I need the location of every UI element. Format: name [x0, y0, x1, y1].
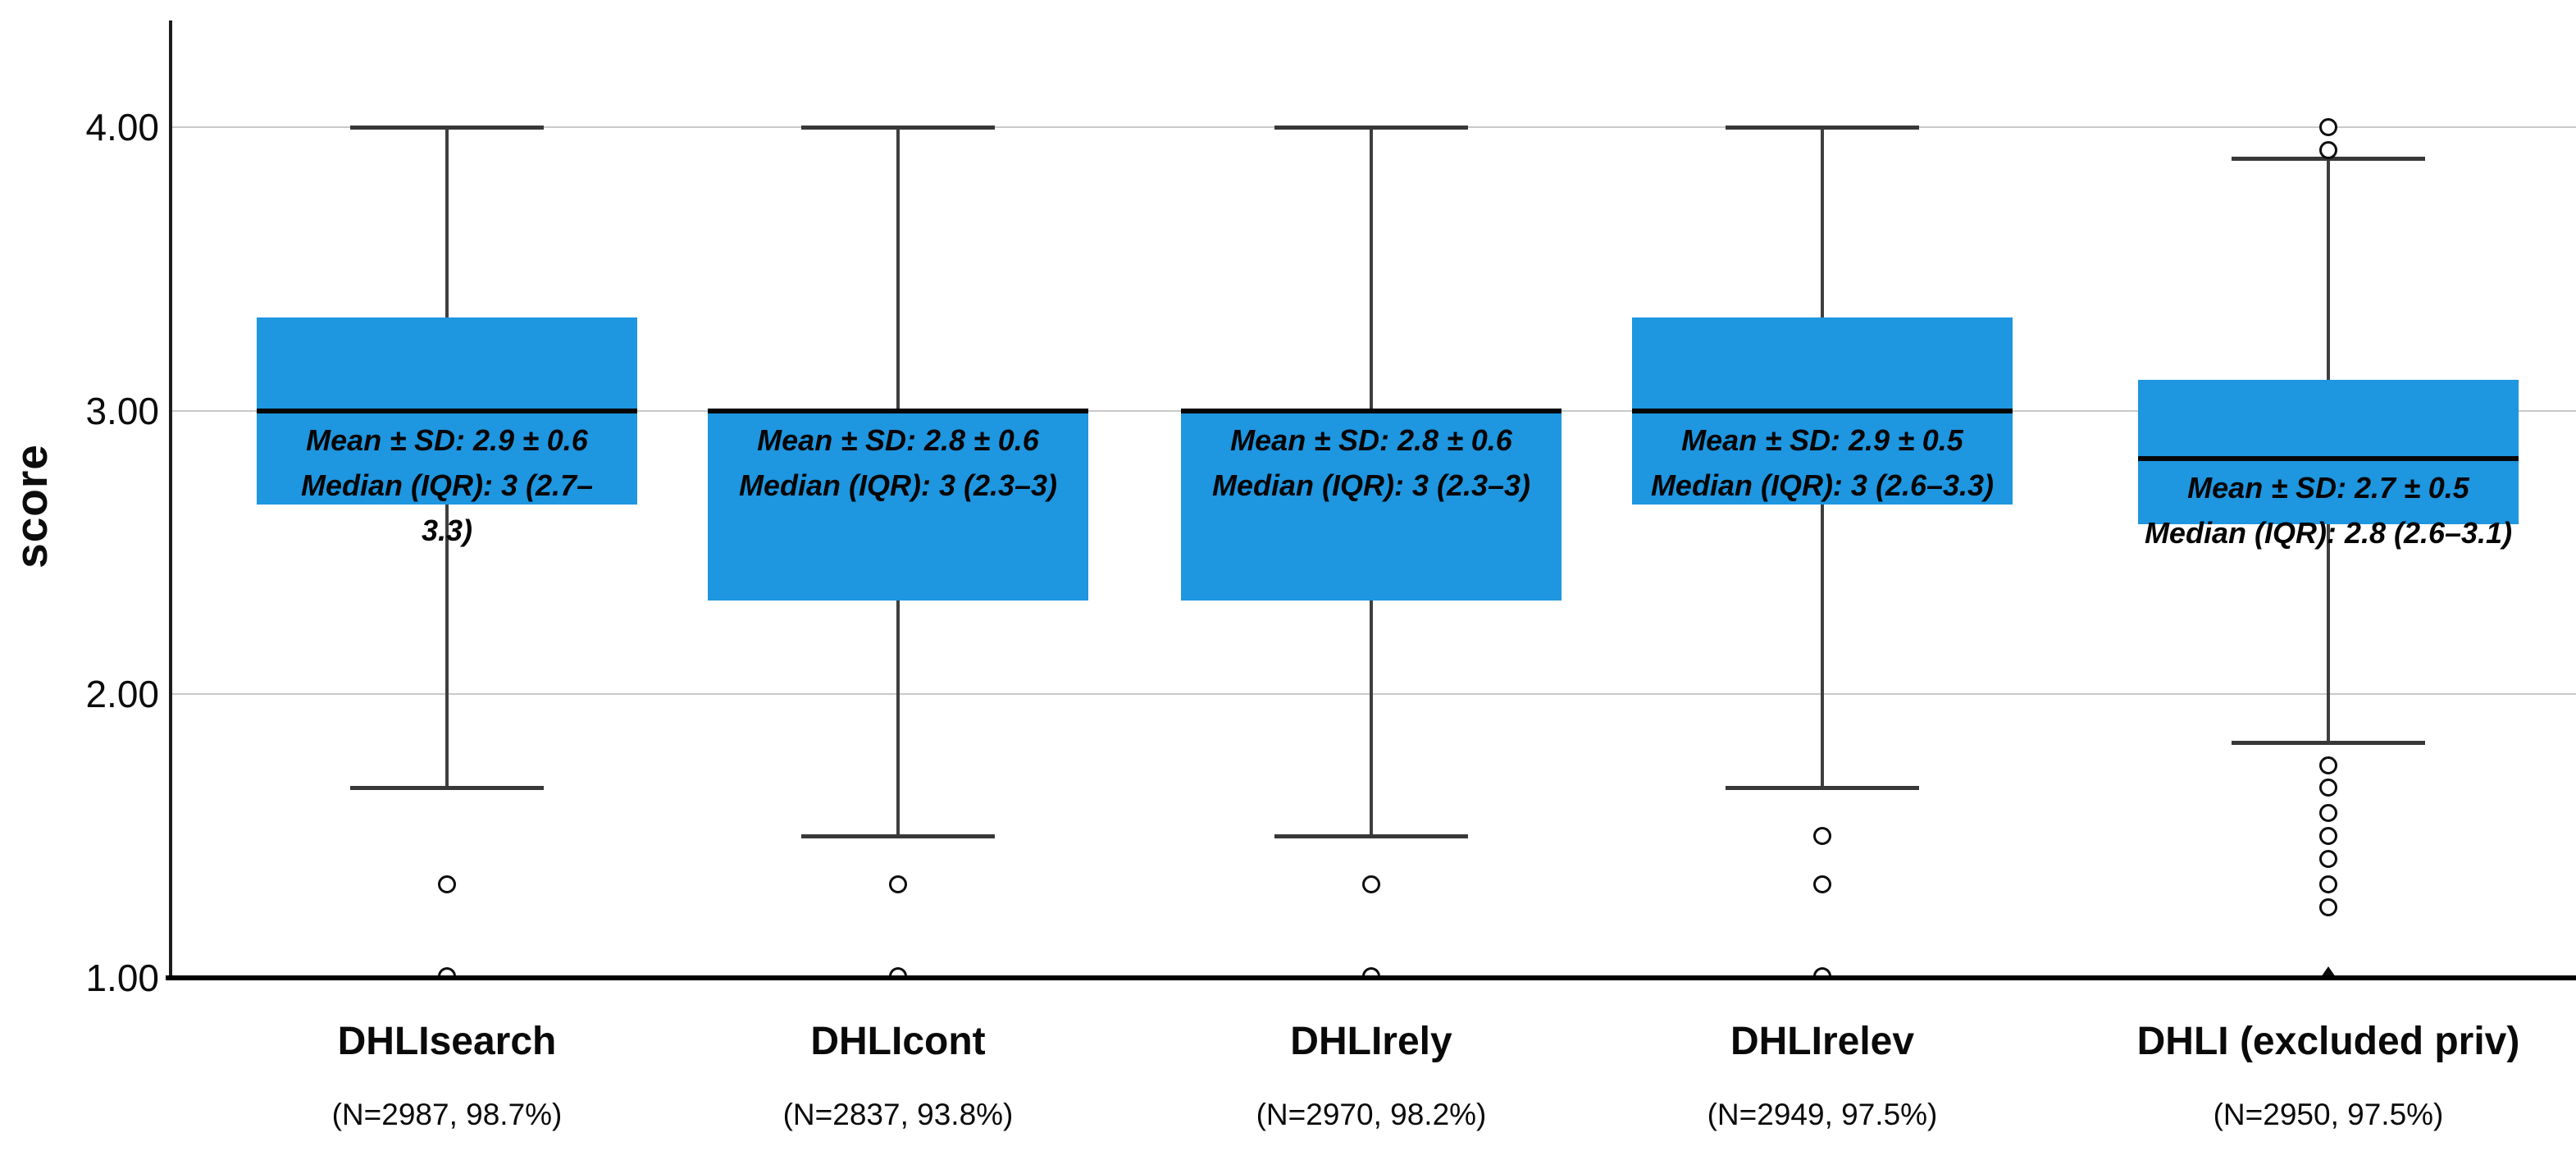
lower-whisker-line — [1370, 601, 1373, 837]
outlier-circle — [889, 875, 907, 893]
outlier-circle — [1813, 875, 1831, 893]
category-n-label: (N=2950, 97.5%) — [2213, 1098, 2444, 1131]
box-annotation-line: Mean ± SD: 2.9 ± 0.6 — [306, 422, 588, 457]
upper-whisker-cap — [1726, 125, 1919, 130]
outlier-circle — [2319, 804, 2337, 823]
outlier-circle — [2319, 756, 2337, 774]
lower-whisker-cap — [1726, 786, 1919, 791]
lower-whisker-line — [896, 601, 900, 837]
upper-whisker-line — [896, 126, 900, 411]
outlier-circle — [2319, 897, 2337, 916]
axis-outlier-circle — [1813, 967, 1831, 978]
y-tick-label: 3.00 — [85, 389, 159, 432]
outlier-circle — [1362, 875, 1380, 893]
category-n-label: (N=2837, 93.8%) — [782, 1098, 1014, 1131]
upper-whisker-cap — [1274, 125, 1468, 130]
box-annotation-line: Median (IQR): 2.8 (2.6–3.1) — [2144, 516, 2513, 550]
upper-whisker-line — [2327, 158, 2330, 380]
category-n-label: (N=2970, 98.2%) — [1256, 1098, 1487, 1131]
outlier-circle — [2319, 117, 2337, 136]
lower-whisker-cap — [1274, 834, 1468, 839]
axis-extreme-marker — [2321, 966, 2336, 977]
category-label: DHLIcont — [810, 1020, 986, 1063]
axis-outlier-circle — [889, 967, 907, 978]
box-annotation-line: Median (IQR): 3 (2.7– — [300, 468, 594, 502]
y-tick-label: 1.00 — [85, 957, 159, 999]
y-axis-line — [169, 21, 172, 980]
lower-whisker-line — [1821, 504, 1824, 788]
upper-whisker-line — [1821, 126, 1824, 317]
category-label: DHLIsearch — [337, 1020, 557, 1063]
outlier-circle — [2319, 779, 2337, 797]
axis-outlier-circle — [438, 967, 456, 978]
lower-whisker-line — [445, 504, 449, 788]
box-annotation: Mean ± SD: 2.9 ± 0.6 Median (IQR): 3 (2.7… — [152, 418, 742, 553]
y-tick-label: 4.00 — [85, 105, 159, 148]
box-annotation: Mean ± SD: 2.9 ± 0.5 Median (IQR): 3 (2.6… — [1527, 418, 2118, 508]
median-line — [1632, 408, 2013, 413]
iqr-box — [708, 410, 1088, 601]
gridline-2 — [172, 693, 2576, 696]
lower-whisker-cap — [2232, 741, 2425, 746]
outlier-circle — [1813, 827, 1831, 846]
box-annotation-line: Mean ± SD: 2.8 ± 0.6 — [757, 422, 1039, 457]
median-line — [708, 408, 1088, 413]
iqr-box — [1181, 410, 1562, 601]
outlier-circle — [2319, 875, 2337, 893]
y-tick-label: 2.00 — [85, 673, 159, 716]
outlier-circle — [2319, 140, 2337, 159]
category-label: DHLIrely — [1290, 1020, 1452, 1063]
box-annotation-line: Median (IQR): 3 (2.3–3) — [738, 468, 1058, 502]
box-annotation-line: Median (IQR): 3 (2.6–3.3) — [1650, 468, 1995, 502]
box-annotation: Mean ± SD: 2.7 ± 0.5 Median (IQR): 2.8 (2… — [2033, 465, 2576, 555]
box-annotation-line: Mean ± SD: 2.8 ± 0.6 — [1230, 422, 1512, 457]
lower-whisker-cap — [350, 786, 544, 791]
upper-whisker-line — [445, 126, 449, 317]
box-annotation: Mean ± SD: 2.8 ± 0.6 Median (IQR): 3 (2.3… — [1076, 418, 1666, 508]
upper-whisker-cap — [801, 125, 995, 130]
iqr-box — [2138, 379, 2519, 524]
lower-whisker-line — [2327, 523, 2330, 743]
category-label: DHLIrelev — [1730, 1020, 1915, 1063]
x-axis-line — [166, 975, 2576, 980]
axis-outlier-circle — [1362, 967, 1380, 978]
median-line — [257, 408, 637, 413]
category-label: DHLI (excluded priv) — [2136, 1020, 2520, 1063]
box-annotation-line: Median (IQR): 3 (2.3–3) — [1211, 468, 1531, 502]
outlier-circle — [438, 875, 456, 893]
box-annotation-line: Mean ± SD: 2.9 ± 0.5 — [1681, 422, 1963, 457]
outlier-circle — [2319, 849, 2337, 868]
upper-whisker-line — [1370, 126, 1373, 411]
outlier-circle — [2319, 827, 2337, 846]
lower-whisker-cap — [801, 834, 995, 839]
box-annotation: Mean ± SD: 2.8 ± 0.6 Median (IQR): 3 (2.3… — [603, 418, 1193, 508]
box-annotation-line: 3.3) — [421, 513, 473, 547]
category-n-label: (N=2987, 98.7%) — [331, 1098, 563, 1131]
box-annotation-line: Mean ± SD: 2.7 ± 0.5 — [2187, 471, 2469, 505]
median-line — [1181, 408, 1562, 413]
median-line — [2138, 456, 2519, 462]
category-n-label: (N=2949, 97.5%) — [1707, 1098, 1938, 1131]
upper-whisker-cap — [350, 125, 544, 130]
